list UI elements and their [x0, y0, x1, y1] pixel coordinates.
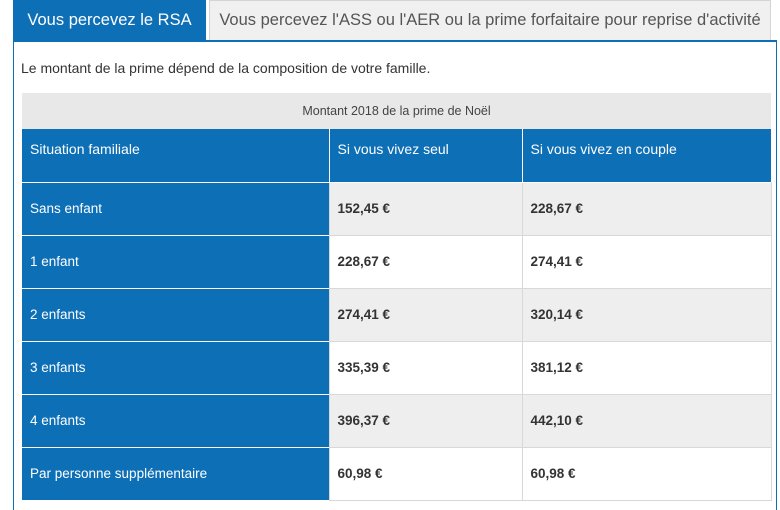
row-value-seul: 60,98 €: [328, 446, 522, 501]
row-value-couple: 60,98 €: [521, 446, 772, 501]
row-label: 2 enfants: [22, 287, 329, 341]
tab-rsa[interactable]: Vous percevez le RSA: [13, 0, 206, 40]
header-seul: Si vous vivez seul: [328, 129, 522, 182]
table-row: Par personne supplémentaire 60,98 €60,98 …: [22, 446, 772, 501]
table-caption-row: Montant 2018 de la prime de Noël: [22, 93, 772, 129]
row-label: Par personne supplémentaire: [22, 446, 329, 500]
table-header-row: Situation familiale Si vous vivez seul S…: [22, 129, 772, 182]
table-row: 3 enfants 335,39 €381,12 €: [22, 340, 772, 395]
row-value-seul: 335,39 €: [328, 340, 522, 395]
row-value-couple: 228,67 €: [521, 181, 772, 236]
row-value-couple: 381,12 €: [521, 340, 772, 395]
prime-table: Montant 2018 de la prime de Noël Situati…: [22, 93, 772, 501]
header-couple: Si vous vivez en couple: [521, 129, 772, 182]
row-value-seul: 274,41 €: [328, 287, 522, 342]
row-label: Sans enfant: [22, 181, 329, 235]
header-situation: Situation familiale: [22, 129, 329, 182]
tab-ass-aer[interactable]: Vous percevez l'ASS ou l'AER ou la prime…: [209, 0, 771, 40]
tab-panel: Le montant de la prime dépend de la comp…: [13, 40, 777, 510]
table-caption: Montant 2018 de la prime de Noël: [22, 93, 772, 129]
row-label: 3 enfants: [22, 340, 329, 394]
row-value-seul: 228,67 €: [328, 234, 522, 289]
row-value-seul: 396,37 €: [328, 393, 522, 448]
table-row: Sans enfant 152,45 €228,67 €: [22, 181, 772, 236]
row-value-couple: 320,14 €: [521, 287, 772, 342]
tab-bar: Vous percevez le RSA Vous percevez l'ASS…: [13, 0, 771, 40]
intro-text: Le montant de la prime dépend de la comp…: [21, 60, 431, 76]
table-row: 1 enfant 228,67 €274,41 €: [22, 234, 772, 289]
row-value-couple: 274,41 €: [521, 234, 772, 289]
table-row: 4 enfants 396,37 €442,10 €: [22, 393, 772, 448]
row-label: 4 enfants: [22, 393, 329, 447]
row-value-seul: 152,45 €: [328, 181, 522, 236]
table-row: 2 enfants 274,41 €320,14 €: [22, 287, 772, 342]
row-label: 1 enfant: [22, 234, 329, 288]
row-value-couple: 442,10 €: [521, 393, 772, 448]
